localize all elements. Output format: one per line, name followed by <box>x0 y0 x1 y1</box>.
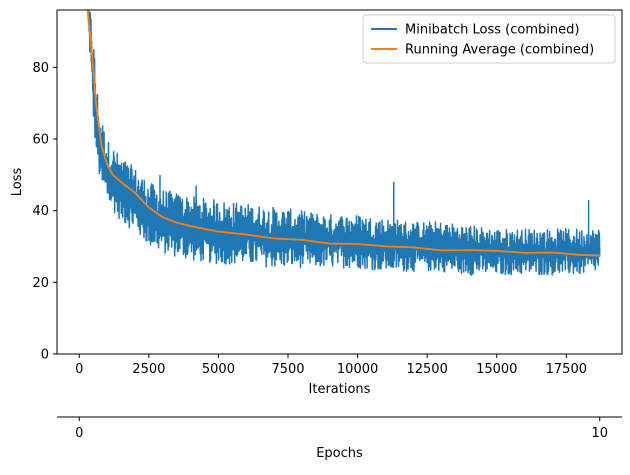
legend-box <box>362 14 616 64</box>
legend: Minibatch Loss (combined) Running Average… <box>362 14 616 64</box>
axes: 0 2500 5000 7500 10000 12500 15000 17500 0 20 40 60… <box>10 9 623 461</box>
axes-frame <box>56 9 623 355</box>
x-tick-label: 0 <box>75 362 83 377</box>
x-tick-label: 17500 <box>546 362 587 377</box>
y-tick-label: 80 <box>32 61 49 76</box>
x-tick-label: 10000 <box>337 362 378 377</box>
epoch-tick-label: 0 <box>75 426 83 441</box>
x-tick-label: 12500 <box>406 362 447 377</box>
y-tick-label: 60 <box>32 133 49 148</box>
y-tick-label: 0 <box>41 348 49 363</box>
x-axis-label: Iterations <box>309 382 371 397</box>
series-running-average-line <box>86 10 600 257</box>
legend-entry-label: Running Average (combined) <box>405 43 594 58</box>
y-axis-label: Loss <box>10 168 25 197</box>
y-tick-label: 20 <box>32 276 49 291</box>
series-minibatch-loss-line <box>86 10 601 276</box>
legend-entry-label: Minibatch Loss (combined) <box>405 23 579 38</box>
x-tick-label: 2500 <box>132 362 165 377</box>
epoch-tick-label: 10 <box>591 426 608 441</box>
x-tick-label: 7500 <box>271 362 304 377</box>
plot-area <box>86 10 601 276</box>
x-tick-label: 15000 <box>476 362 517 377</box>
epoch-axis-label: Epochs <box>316 446 363 461</box>
x-tick-label: 5000 <box>202 362 235 377</box>
y-tick-label: 40 <box>32 204 49 219</box>
